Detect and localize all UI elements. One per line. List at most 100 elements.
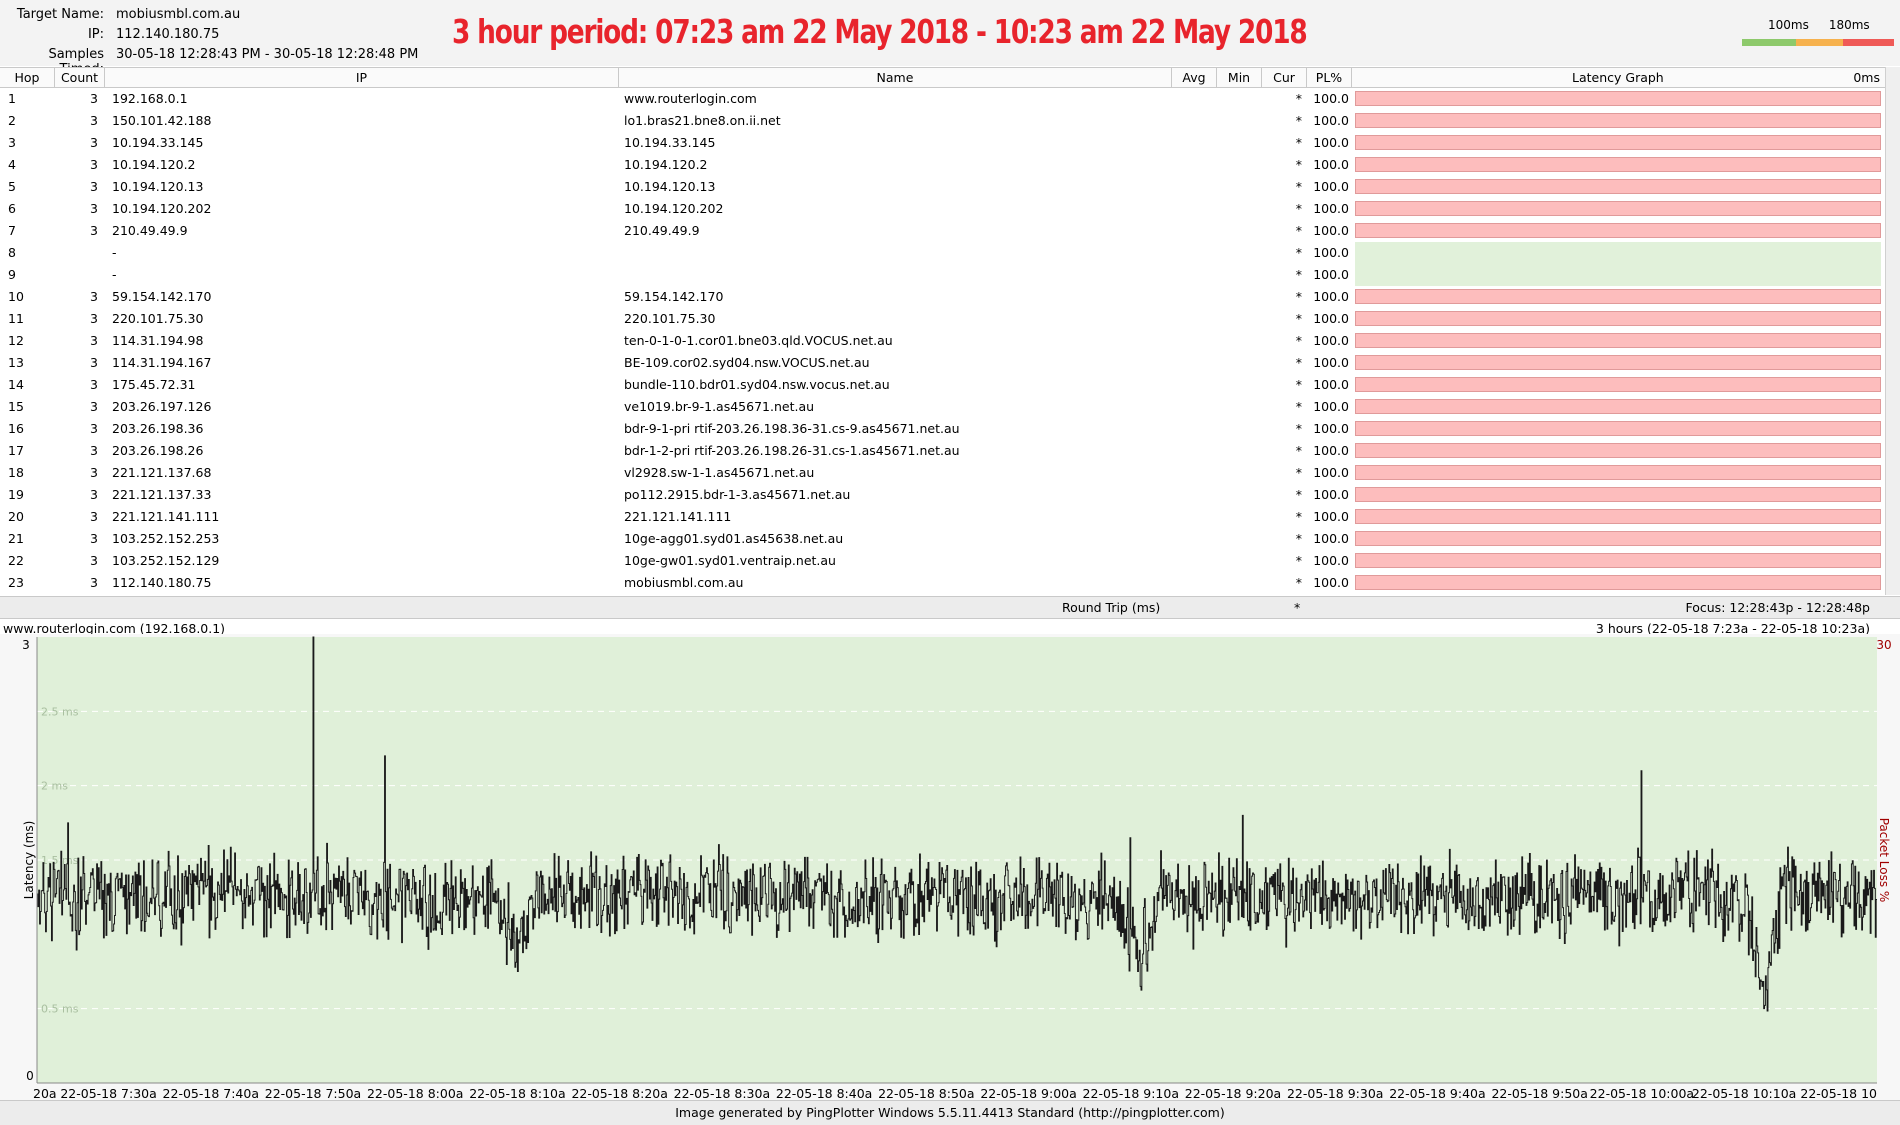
col-ip[interactable]: IP: [105, 68, 619, 87]
table-row[interactable]: 2 3 150.101.42.188 lo1.bras21.bne8.on.ii.ne…: [0, 110, 1886, 132]
table-row[interactable]: 16 3 203.26.198.36 bdr-9-1-pri rtif-203.26.…: [0, 418, 1886, 440]
cell-cur: *: [1295, 223, 1302, 238]
cell-count: 3: [90, 399, 98, 414]
graph-title: www.routerlogin.com (192.168.0.1): [3, 621, 226, 636]
cell-name: [624, 242, 1164, 264]
table-row[interactable]: 8 - * 100.0: [0, 242, 1886, 264]
packet-loss-bar: [1355, 509, 1881, 524]
cell-ip: 10.194.120.13: [112, 179, 204, 194]
cell-ip: 203.26.197.126: [112, 399, 212, 414]
y-tick-label: 1.5 ms: [41, 854, 79, 867]
table-row[interactable]: 12 3 114.31.194.98 ten-0-1-0-1.cor01.bne03.…: [0, 330, 1886, 352]
table-row[interactable]: 21 3 103.252.152.253 10ge-agg01.syd01.as456…: [0, 528, 1886, 550]
table-row[interactable]: 11 3 220.101.75.30 220.101.75.30 * 100.0: [0, 308, 1886, 330]
col-min[interactable]: Min: [1217, 68, 1262, 87]
col-pl[interactable]: PL%: [1307, 68, 1352, 87]
table-row[interactable]: 19 3 221.121.137.33 po112.2915.bdr-1-3.as45…: [0, 484, 1886, 506]
cell-hop: 8: [8, 245, 16, 260]
legend-180ms: 180ms: [1828, 18, 1870, 32]
cell-count: 3: [90, 553, 98, 568]
cell-count: 3: [90, 223, 98, 238]
cell-pl: 100.0: [1313, 91, 1349, 106]
cell-name: 10.194.120.202: [624, 201, 724, 216]
y2-axis-title: Packet Loss %: [1877, 818, 1891, 903]
table-row[interactable]: 1 3 192.168.0.1 www.routerlogin.com * 100.0: [0, 88, 1886, 110]
latency-legend-labels: 100ms 180ms: [1768, 18, 1870, 32]
table-row[interactable]: 7 3 210.49.49.9 210.49.49.9 * 100.0: [0, 220, 1886, 242]
cell-cur: *: [1295, 113, 1302, 128]
cell-ip: 114.31.194.98: [112, 333, 204, 348]
table-row[interactable]: 17 3 203.26.198.26 bdr-1-2-pri rtif-203.26.…: [0, 440, 1886, 462]
cell-hop: 17: [8, 443, 24, 458]
col-count[interactable]: Count: [55, 68, 105, 87]
col-latency-graph[interactable]: Latency Graph 0ms: [1352, 68, 1886, 87]
cell-pl: 100.0: [1313, 179, 1349, 194]
x-axis-ticks: 20a 22-05-18 7:30a 22-05-18 7:40a 22-05-18 …: [33, 1086, 1877, 1100]
x-tick-label: 20a: [33, 1086, 57, 1100]
cell-cur: *: [1295, 553, 1302, 568]
col-avg[interactable]: Avg: [1172, 68, 1217, 87]
ip-value: 112.140.180.75: [116, 27, 220, 42]
cell-name: 210.49.49.9: [624, 223, 700, 238]
cell-hop: 2: [8, 113, 16, 128]
x-tick-label: 22-05-18 8:20a: [571, 1086, 667, 1100]
cell-name: ten-0-1-0-1.cor01.bne03.qld.VOCUS.net.au: [624, 333, 893, 348]
table-row[interactable]: 22 3 103.252.152.129 10ge-gw01.syd01.ventra…: [0, 550, 1886, 572]
table-row[interactable]: 3 3 10.194.33.145 10.194.33.145 * 100.0: [0, 132, 1886, 154]
table-row[interactable]: 6 3 10.194.120.202 10.194.120.202 * 100.0: [0, 198, 1886, 220]
packet-loss-bar: [1355, 531, 1881, 546]
x-tick-label: 22-05-18 8:00a: [367, 1086, 463, 1100]
latency-graph-heading: Latency Graph: [1572, 70, 1664, 85]
table-scrollbar[interactable]: [1885, 67, 1900, 595]
latency-graph-scale: 0ms: [1853, 70, 1880, 85]
table-row[interactable]: 13 3 114.31.194.167 BE-109.cor02.syd04.nsw.…: [0, 352, 1886, 374]
table-row[interactable]: 23 3 112.140.180.75 mobiusmbl.com.au * 100.0: [0, 572, 1886, 594]
round-trip-label: Round Trip (ms): [1062, 600, 1161, 615]
x-tick-label: 22-05-18 10:00a: [1590, 1086, 1694, 1100]
cell-pl: 100.0: [1313, 575, 1349, 590]
packet-loss-bar: [1355, 421, 1881, 436]
cell-hop: 22: [8, 553, 24, 568]
cell-name: vl2928.sw-1-1.as45671.net.au: [624, 465, 815, 480]
packet-loss-bar: [1355, 465, 1881, 480]
table-row[interactable]: 20 3 221.121.141.111 221.121.141.111 * 100.0: [0, 506, 1886, 528]
cell-ip: 175.45.72.31: [112, 377, 196, 392]
cell-cur: *: [1295, 531, 1302, 546]
cell-cur: *: [1295, 201, 1302, 216]
cell-count: 3: [90, 531, 98, 546]
cell-ip: 112.140.180.75: [112, 575, 212, 590]
x-tick-label: 22-05-18 8:50a: [878, 1086, 974, 1100]
cell-count: 3: [90, 157, 98, 172]
cell-cur: *: [1295, 179, 1302, 194]
table-row[interactable]: 10 3 59.154.142.170 59.154.142.170 * 100.0: [0, 286, 1886, 308]
cell-hop: 23: [8, 575, 24, 590]
cell-name: ve1019.br-9-1.as45671.net.au: [624, 399, 815, 414]
table-row[interactable]: 14 3 175.45.72.31 bundle-110.bdr01.syd04.ns…: [0, 374, 1886, 396]
cell-name: 59.154.142.170: [624, 289, 724, 304]
x-tick-label: 22-05-18 7:30a: [60, 1086, 156, 1100]
table-row[interactable]: 18 3 221.121.137.68 vl2928.sw-1-1.as45671.n…: [0, 462, 1886, 484]
cell-hop: 7: [8, 223, 16, 238]
cell-cur: *: [1295, 157, 1302, 172]
target-name-value: mobiusmbl.com.au: [116, 7, 241, 22]
cell-pl: 100.0: [1313, 201, 1349, 216]
latency-time-graph[interactable]: 2.5 ms 2 ms 1.5 ms 0.5 ms 20a 22-05-18 7:30a…: [0, 634, 1900, 1100]
cell-count: 3: [90, 509, 98, 524]
table-row[interactable]: 15 3 203.26.197.126 ve1019.br-9-1.as45671.n…: [0, 396, 1886, 418]
cell-cur: *: [1295, 311, 1302, 326]
col-cur[interactable]: Cur: [1262, 68, 1307, 87]
packet-loss-bar: [1355, 487, 1881, 502]
col-hop[interactable]: Hop: [0, 68, 55, 87]
cell-pl: 100.0: [1313, 113, 1349, 128]
cell-hop: 21: [8, 531, 24, 546]
x-tick-label: 22-05-18 9:00a: [980, 1086, 1076, 1100]
cell-cur: *: [1295, 399, 1302, 414]
table-row[interactable]: 4 3 10.194.120.2 10.194.120.2 * 100.0: [0, 154, 1886, 176]
x-tick-label: 22-05-18 8:10a: [469, 1086, 565, 1100]
table-row[interactable]: 5 3 10.194.120.13 10.194.120.13 * 100.0: [0, 176, 1886, 198]
y-tick-label: 2 ms: [41, 780, 68, 793]
col-name[interactable]: Name: [619, 68, 1172, 87]
cell-pl: 100.0: [1313, 509, 1349, 524]
latency-line: [37, 636, 1877, 1012]
table-row[interactable]: 9 - * 100.0: [0, 264, 1886, 286]
